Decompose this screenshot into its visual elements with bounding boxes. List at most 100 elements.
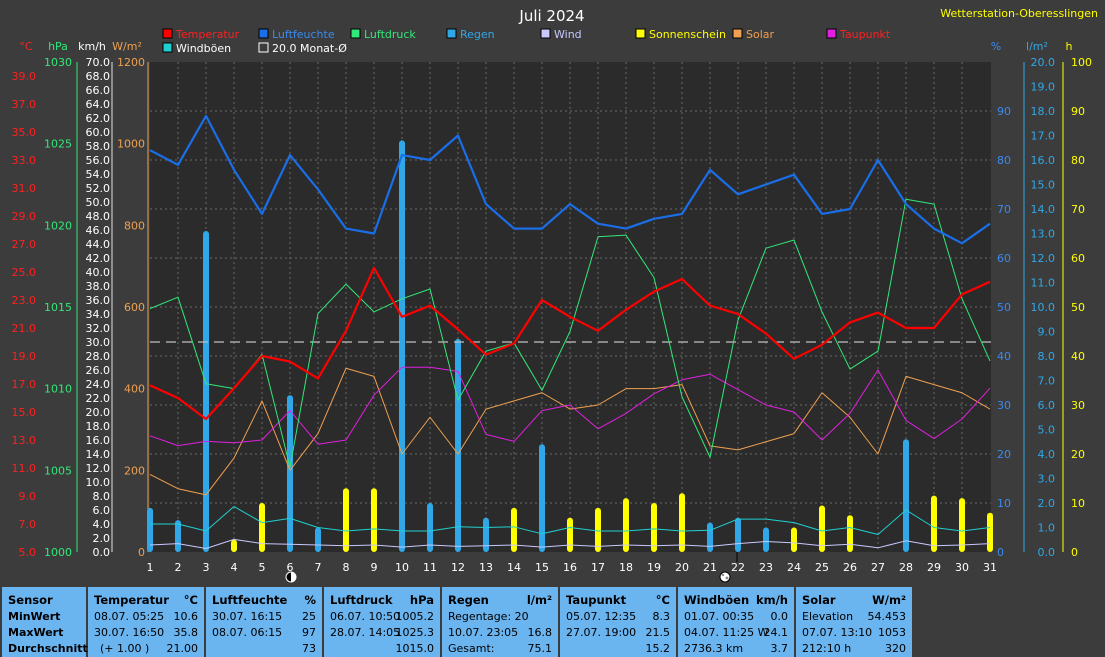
wind-tick: 26.0: [86, 364, 111, 377]
temperature-avg-note: (+ 1.00 ): [100, 642, 150, 655]
pressure-max-value: 1025.3: [395, 626, 435, 639]
legend-label: Luftfeuchte: [272, 28, 335, 41]
wind-tick: 60.0: [86, 126, 111, 139]
sunshine-bar: [343, 488, 349, 552]
rain-tick: 10.0: [1031, 301, 1056, 314]
temp-tick: 21.0: [12, 322, 37, 335]
legend-swatch: [732, 28, 743, 39]
wind-tick: 20.0: [86, 406, 111, 419]
wind-tick: 34.0: [86, 308, 111, 321]
humidity-max-time: 08.07. 06:15: [212, 626, 283, 639]
gusts-max-value: 24.1: [763, 626, 789, 639]
rain-bar: [763, 527, 769, 552]
rain-tick: 7.0: [1038, 375, 1056, 388]
temp-tick: 29.0: [12, 210, 37, 223]
legend-label: Luftdruck: [364, 28, 416, 41]
axes: 5.07.09.011.013.015.017.019.021.023.025.…: [12, 40, 1093, 574]
rain-bar: [203, 231, 209, 553]
pressure-tick: 1000: [44, 546, 72, 559]
temp-tick: 7.0: [19, 518, 37, 531]
temp-tick: 31.0: [12, 182, 37, 195]
rain-unit: l/m²: [1026, 40, 1048, 53]
solar-max-time: 07.07. 13:10: [802, 626, 873, 639]
temp-tick: 13.0: [12, 434, 37, 447]
wind-tick: 38.0: [86, 280, 111, 293]
wind-tick: 58.0: [86, 140, 111, 153]
humidity-avg-value: 73: [302, 642, 316, 655]
wind-tick: 36.0: [86, 294, 111, 307]
solar-stats-unit: W/m²: [872, 593, 906, 607]
rain-stats-unit: l/m²: [526, 593, 552, 607]
solar-tick: 200: [124, 464, 145, 477]
wind-tick: 64.0: [86, 98, 111, 111]
humidity-tick: 10: [997, 497, 1011, 510]
humidity-stats-title: Luftfeuchte: [212, 593, 288, 607]
dewpoint-stats-title: Taupunkt: [566, 593, 627, 607]
dewpoint-stats-unit: °C: [655, 593, 670, 607]
wind-unit: km/h: [78, 40, 106, 53]
wind-tick: 10.0: [86, 476, 111, 489]
pressure-tick: 1015: [44, 301, 72, 314]
gusts-max-time: 04.07. 11:25 W: [684, 626, 769, 639]
rain-tick: 4.0: [1038, 448, 1056, 461]
sun-tick: 30: [1071, 399, 1085, 412]
rain-tick: 13.0: [1031, 228, 1056, 241]
legend-swatch: [162, 42, 173, 53]
legend-swatch: [350, 28, 361, 39]
temperature-stats-title: Temperatur: [94, 593, 169, 607]
humidity-tick: 60: [997, 252, 1011, 265]
legend-swatch: [446, 28, 457, 39]
legend-swatch: [826, 28, 837, 39]
pressure-tick: 1005: [44, 464, 72, 477]
rain-tick: 8.0: [1038, 350, 1056, 363]
wind-tick: 68.0: [86, 70, 111, 83]
humidity-max-value: 97: [302, 626, 316, 639]
rain-days: Regentage: 20: [448, 610, 529, 623]
legend-label: 20.0 Monat-Ø: [272, 42, 347, 55]
pressure-stats: Luftdruck hPa 06.07. 10:50 1005.2 28.07.…: [324, 587, 440, 657]
rain-max-value: 16.8: [527, 626, 553, 639]
sunshine-bar: [371, 488, 377, 552]
temp-tick: 17.0: [12, 378, 37, 391]
temperature-max-time: 30.07. 16:50: [94, 626, 165, 639]
x-tick: 22: [731, 561, 745, 574]
sun-tick: 20: [1071, 448, 1085, 461]
rain-bar: [483, 517, 489, 552]
rain-bar: [399, 140, 405, 552]
rain-bar: [427, 503, 433, 552]
rain-tick: 14.0: [1031, 203, 1056, 216]
sun-tick: 40: [1071, 350, 1085, 363]
rain-bar: [903, 439, 909, 552]
solar-unit: W/m²: [112, 40, 142, 53]
gusts-stats: Windböen km/h 01.07. 00:35 0.0 04.07. 11…: [678, 587, 794, 657]
pressure-stats-unit: hPa: [409, 593, 434, 607]
humidity-tick: 50: [997, 301, 1011, 314]
x-tick: 7: [315, 561, 322, 574]
pressure-min-time: 06.07. 10:50: [330, 610, 401, 623]
rain-tick: 15.0: [1031, 179, 1056, 192]
dewpoint-min-value: 8.3: [652, 610, 671, 623]
x-tick: 2: [175, 561, 182, 574]
rain-bar: [707, 522, 713, 552]
pressure-tick: 1025: [44, 138, 72, 151]
legend-swatch: [540, 28, 551, 39]
wind-tick: 18.0: [86, 420, 111, 433]
x-tick: 8: [343, 561, 350, 574]
humidity-stats-unit: %: [304, 593, 316, 607]
rain-tick: 9.0: [1038, 326, 1056, 339]
sun-tick: 80: [1071, 154, 1085, 167]
solar-elevation-value: 54.453: [867, 610, 907, 623]
sensor-label: Sensor: [8, 593, 53, 607]
wind-tick: 52.0: [86, 182, 111, 195]
pressure-min-value: 1005.2: [395, 610, 435, 623]
wind-tick: 44.0: [86, 238, 111, 251]
full-moon-icon: [719, 571, 731, 583]
temp-tick: 19.0: [12, 350, 37, 363]
wind-tick: 6.0: [93, 504, 111, 517]
solar-sun-hours: 212:10 h: [802, 642, 852, 655]
rain-total-value: 75.1: [527, 642, 553, 655]
pressure-stats-title: Luftdruck: [330, 593, 393, 607]
legend-label: Windböen: [176, 42, 231, 55]
sun-tick: 10: [1071, 497, 1085, 510]
pressure-tick: 1020: [44, 219, 72, 232]
